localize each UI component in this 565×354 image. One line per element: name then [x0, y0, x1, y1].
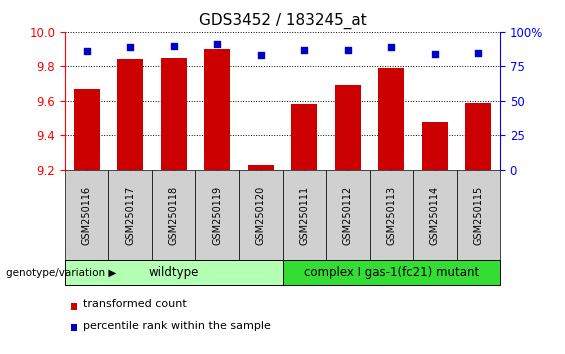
Bar	[117, 59, 144, 170]
Point	[256, 52, 265, 58]
Bar	[204, 49, 231, 170]
Text: genotype/variation ▶: genotype/variation ▶	[6, 268, 116, 278]
Bar	[160, 58, 187, 170]
Bar	[326, 170, 370, 260]
Text: GSM250120: GSM250120	[256, 185, 266, 245]
Point	[125, 44, 134, 50]
Text: GSM250111: GSM250111	[299, 185, 309, 245]
Text: GSM250116: GSM250116	[82, 185, 92, 245]
Point	[82, 48, 92, 54]
Point	[343, 47, 352, 53]
Bar	[334, 85, 361, 170]
Bar	[65, 260, 282, 285]
Text: GSM250112: GSM250112	[343, 185, 353, 245]
Text: GSM250117: GSM250117	[125, 185, 135, 245]
Text: GSM250118: GSM250118	[169, 185, 179, 245]
Title: GDS3452 / 183245_at: GDS3452 / 183245_at	[199, 13, 366, 29]
Bar	[73, 89, 100, 170]
Text: GSM250119: GSM250119	[212, 185, 222, 245]
Bar	[282, 170, 326, 260]
Text: transformed count: transformed count	[83, 299, 187, 309]
Text: wildtype: wildtype	[149, 266, 199, 279]
Bar	[108, 170, 152, 260]
Point	[299, 47, 308, 53]
Bar	[195, 170, 239, 260]
Bar	[291, 104, 318, 170]
Bar	[370, 170, 413, 260]
Text: GSM250113: GSM250113	[386, 185, 396, 245]
Bar	[65, 170, 108, 260]
Point	[430, 51, 439, 57]
Text: percentile rank within the sample: percentile rank within the sample	[83, 321, 271, 331]
Bar	[457, 170, 500, 260]
Bar	[413, 170, 457, 260]
Bar	[152, 170, 195, 260]
Bar	[239, 170, 282, 260]
Bar	[378, 68, 405, 170]
Point	[473, 50, 483, 56]
Text: complex I gas-1(fc21) mutant: complex I gas-1(fc21) mutant	[303, 266, 479, 279]
Bar	[421, 121, 448, 170]
Point	[169, 43, 178, 48]
Bar	[247, 165, 274, 170]
Point	[212, 41, 221, 47]
Bar	[282, 260, 500, 285]
Text: GSM250115: GSM250115	[473, 185, 483, 245]
Bar	[465, 103, 492, 170]
Point	[386, 44, 396, 50]
Text: GSM250114: GSM250114	[430, 185, 440, 245]
